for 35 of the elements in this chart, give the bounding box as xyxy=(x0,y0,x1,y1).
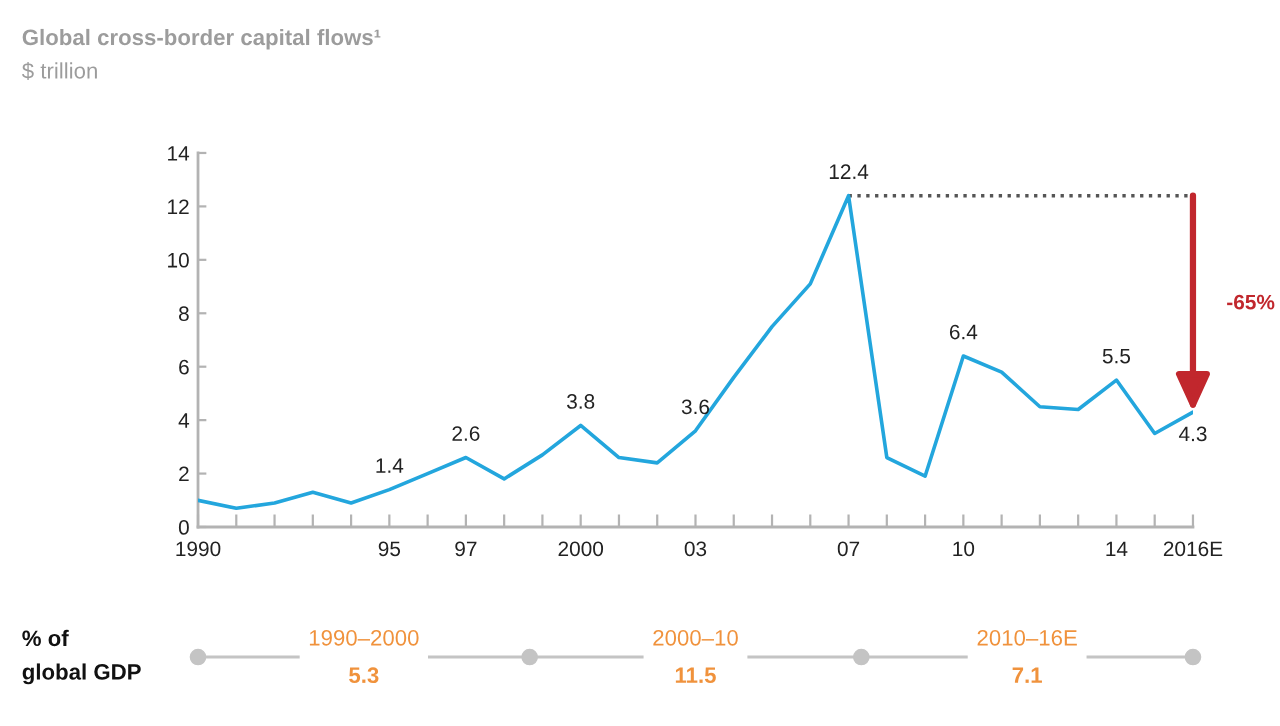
data-label: 6.4 xyxy=(949,324,978,340)
data-label: 12.4 xyxy=(829,164,869,179)
data-label: 7.1 xyxy=(1012,667,1042,683)
chart-title: Global cross-border capital flows¹ xyxy=(22,28,381,50)
x-tick-label: 1990 xyxy=(176,541,221,557)
text: -65% xyxy=(1227,294,1275,310)
data-label: 3.8 xyxy=(567,394,595,409)
data-label: 2.6 xyxy=(452,426,480,441)
x-tick-label: 2000 xyxy=(558,541,604,557)
y-tick-label: 12 xyxy=(168,199,189,214)
data-label: 1.4 xyxy=(376,458,404,473)
y-tick-label: 14 xyxy=(168,146,190,161)
x-tick-label: 97 xyxy=(455,541,477,557)
data-label: 5.5 xyxy=(1102,348,1131,364)
x-tick-label: 14 xyxy=(1106,541,1128,556)
y-tick-label: 8 xyxy=(179,306,189,322)
x-tick-label: 07 xyxy=(837,541,860,557)
chart-subtitle: $ trillion xyxy=(22,61,97,80)
data-label: 3.6 xyxy=(681,399,710,415)
category-label: 2010–16E xyxy=(977,629,1077,646)
y-tick-label: 2 xyxy=(179,466,189,482)
y-tick-label: 6 xyxy=(179,359,189,375)
data-label: 11.5 xyxy=(675,667,716,684)
x-tick-label: 95 xyxy=(378,541,401,557)
category-label: 1990–2000 xyxy=(309,629,419,646)
y-tick-label: 10 xyxy=(168,252,189,268)
category-label: 2000–10 xyxy=(653,629,738,646)
x-tick-label: 10 xyxy=(953,541,975,557)
text: % of global GDP xyxy=(22,629,141,685)
data-label: 4.3 xyxy=(1178,426,1207,442)
x-tick-label: 03 xyxy=(684,541,707,557)
x-tick-label: 2016E xyxy=(1163,541,1223,557)
y-tick-label: 0 xyxy=(178,520,189,535)
y-tick-label: 4 xyxy=(178,413,190,428)
data-label: 5.3 xyxy=(349,667,379,684)
